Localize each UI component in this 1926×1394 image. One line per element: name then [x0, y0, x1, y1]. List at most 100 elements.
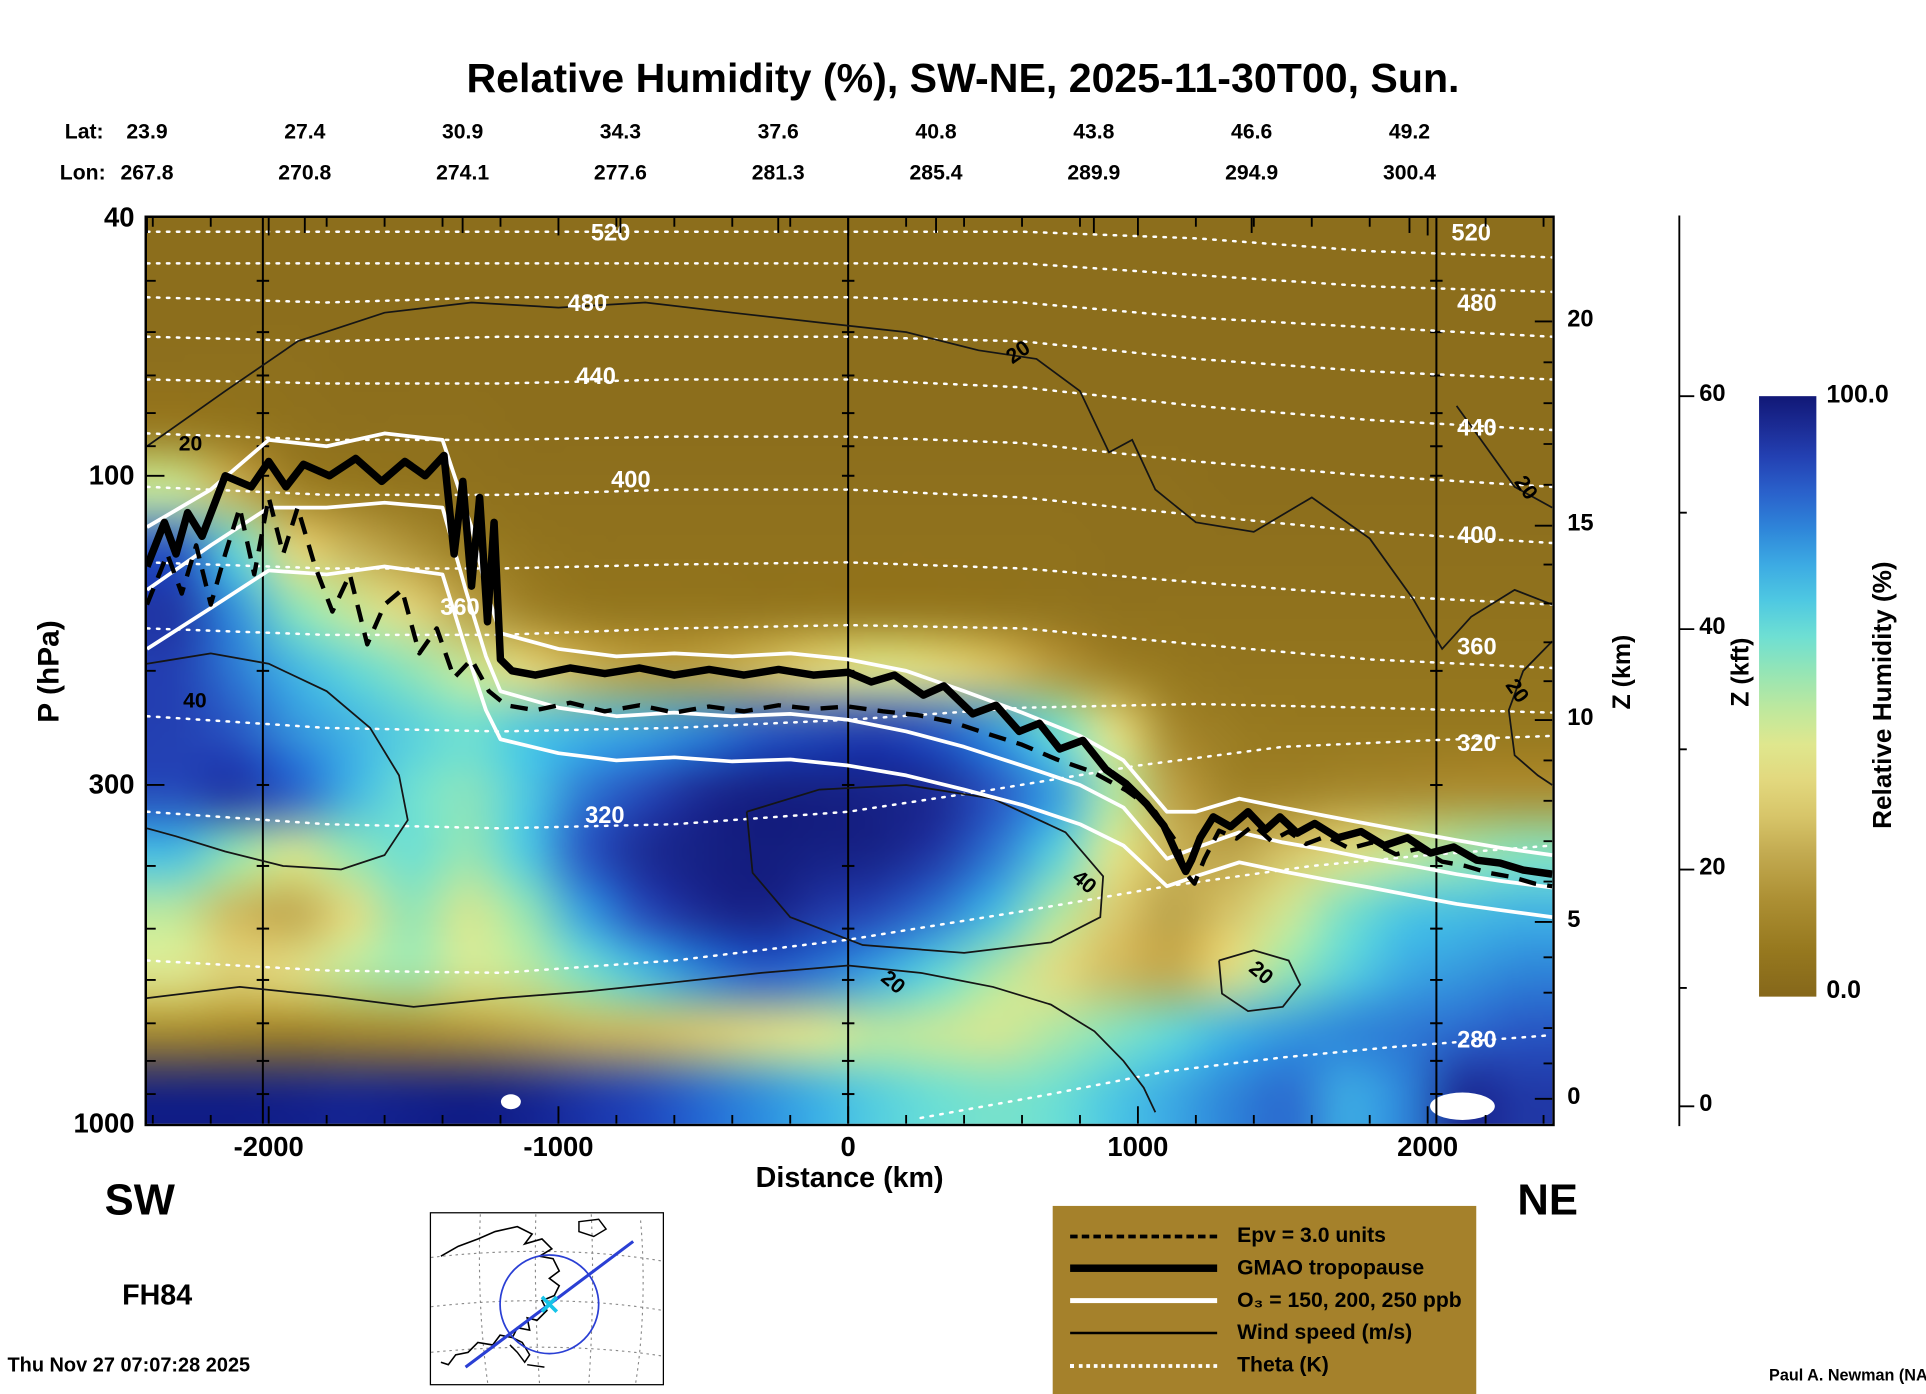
wind-line-sample: [1070, 1331, 1218, 1335]
sw-endpoint-label: SW: [104, 1176, 175, 1225]
pressure-axis-title: P (hPa): [32, 620, 67, 723]
wind-speed-contour: [1218, 949, 1302, 1012]
theta-line-sample: [1070, 1363, 1218, 1368]
wind-speed-contour: [147, 301, 1553, 651]
transect-midpoint-marker: [540, 1295, 559, 1313]
x-tick-label: -2000: [233, 1131, 304, 1163]
lon-value-label: 281.3: [751, 160, 805, 185]
lat-value-label: 23.9: [126, 119, 168, 144]
theta-label: 440: [576, 364, 615, 390]
x-tick-label: 1000: [1107, 1131, 1169, 1163]
z-km-tick-label: 5: [1567, 906, 1581, 934]
theta-contour-360: [147, 623, 1553, 670]
lat-value-label: 49.2: [1388, 119, 1431, 144]
distance-axis-title: Distance (km): [755, 1161, 944, 1194]
epv-line: [147, 495, 1553, 889]
plot-area: 520 520 480 480 440 440 400 400 360 360 320 320 280 2…: [144, 215, 1555, 1127]
wind-speed-label: 20: [1245, 957, 1278, 990]
coastline: [440, 1225, 561, 1366]
lat-value-label: 30.9: [442, 119, 484, 144]
z-km-tick-label: 15: [1567, 510, 1594, 537]
ozone-contour-1: [147, 500, 1553, 890]
contour-overlay: 520 520 480 480 440 440 400 400 360 360 320 320 280 2…: [147, 218, 1553, 1124]
graticule-line: [431, 1250, 663, 1262]
theta-contour-480: [147, 295, 1553, 338]
legend-label-tropopause: GMAO tropopause: [1237, 1255, 1425, 1280]
theta-contour-400: [147, 485, 1553, 545]
lon-value-label: 267.8: [120, 160, 174, 185]
graticule-line: [478, 1214, 489, 1384]
theta-contour-440: [147, 378, 1553, 432]
theta-label: 400: [611, 467, 650, 493]
forecast-hour-label: FH84: [122, 1278, 193, 1311]
legend-label-theta: Theta (K): [1237, 1352, 1329, 1377]
legend-item-epv: Epv = 3.0 units: [1053, 1220, 1477, 1252]
transect-circle: [499, 1254, 600, 1355]
wind-speed-contour: [147, 652, 409, 871]
lon-value-label: 270.8: [278, 160, 332, 185]
tropopause-line: [147, 451, 1553, 878]
theta-label: 360: [440, 595, 479, 621]
legend-item-wind: Wind speed (m/s): [1053, 1317, 1477, 1349]
z-kft-axis: [1678, 215, 1695, 1127]
theta-label: 520: [591, 220, 630, 246]
legend-label-wind: Wind speed (m/s): [1237, 1320, 1413, 1345]
x-tick-label: 2000: [1397, 1131, 1459, 1163]
wind-speed-label: 40: [1068, 866, 1101, 899]
theta-label: 360: [1457, 635, 1496, 661]
lon-value-label: 285.4: [909, 160, 963, 185]
tropopause-line-sample: [1070, 1264, 1218, 1272]
z-kft-tick-label: 20: [1699, 854, 1726, 881]
theta-label: 280: [1457, 1028, 1496, 1054]
legend-label-ozone: O₃ = 150, 200, 250 ppb: [1237, 1288, 1462, 1312]
lat-value-label: 37.6: [757, 119, 799, 144]
creation-timestamp: Thu Nov 27 07:07:28 2025: [7, 1355, 251, 1377]
colorbar-max-label: 100.0: [1826, 381, 1889, 409]
colorbar-min-label: 0.0: [1826, 976, 1861, 1005]
colorbar-title: Relative Humidity (%): [1868, 561, 1898, 829]
theta-contour-500: [147, 262, 1553, 294]
graticule-line: [431, 1300, 663, 1311]
x-tick-label: 0: [840, 1131, 856, 1163]
wind-speed-contour: [1507, 640, 1553, 786]
wind-speed-contour: [147, 964, 1157, 1113]
theta-contour-460: [147, 335, 1553, 381]
map-inset: [429, 1212, 665, 1386]
theta-contour-320: [147, 734, 1553, 830]
x-tick-label: -1000: [523, 1131, 594, 1163]
theta-label: 520: [1451, 220, 1490, 246]
legend-item-theta: Theta (K): [1053, 1349, 1477, 1381]
theta-contour-280: [919, 1033, 1553, 1120]
theta-label: 480: [568, 291, 607, 317]
theta-label: 400: [1457, 523, 1496, 549]
coastline-florida: [509, 1336, 531, 1364]
z-kft-tick-label: 60: [1699, 381, 1726, 408]
z-kft-tick-label: 40: [1699, 614, 1726, 641]
theta-contour-520: [147, 230, 1553, 259]
theta-label: 320: [1457, 731, 1496, 757]
theta-label: 440: [1457, 416, 1496, 442]
lon-value-label: 274.1: [436, 160, 490, 185]
lat-value-label: 43.8: [1073, 119, 1115, 144]
graticule-line: [588, 1214, 594, 1384]
colorbar: [1759, 396, 1817, 997]
lat-value-label: 46.6: [1231, 119, 1273, 144]
saturation-patch: [1430, 1092, 1495, 1120]
wind-speed-label: 40: [183, 690, 207, 713]
ozone-line-sample: [1070, 1298, 1218, 1304]
lon-value-label: 294.9: [1225, 160, 1279, 185]
z-km-tick-label: 10: [1567, 705, 1594, 732]
theta-label: 320: [585, 803, 624, 829]
saturation-patch: [500, 1094, 521, 1110]
ne-endpoint-label: NE: [1517, 1176, 1578, 1225]
legend: Epv = 3.0 units GMAO tropopause O₃ = 150…: [1052, 1205, 1477, 1394]
z-km-tick-label: 20: [1567, 306, 1594, 333]
legend-item-tropopause: GMAO tropopause: [1053, 1252, 1477, 1284]
wind-speed-contour: [1455, 405, 1553, 509]
theta-contour-420: [147, 432, 1553, 489]
z-kft-tick-label: 0: [1699, 1091, 1713, 1118]
coastline-cuba: [527, 1363, 545, 1368]
lat-value-label: 40.8: [915, 119, 957, 144]
wind-speed-contour: [745, 784, 1105, 954]
